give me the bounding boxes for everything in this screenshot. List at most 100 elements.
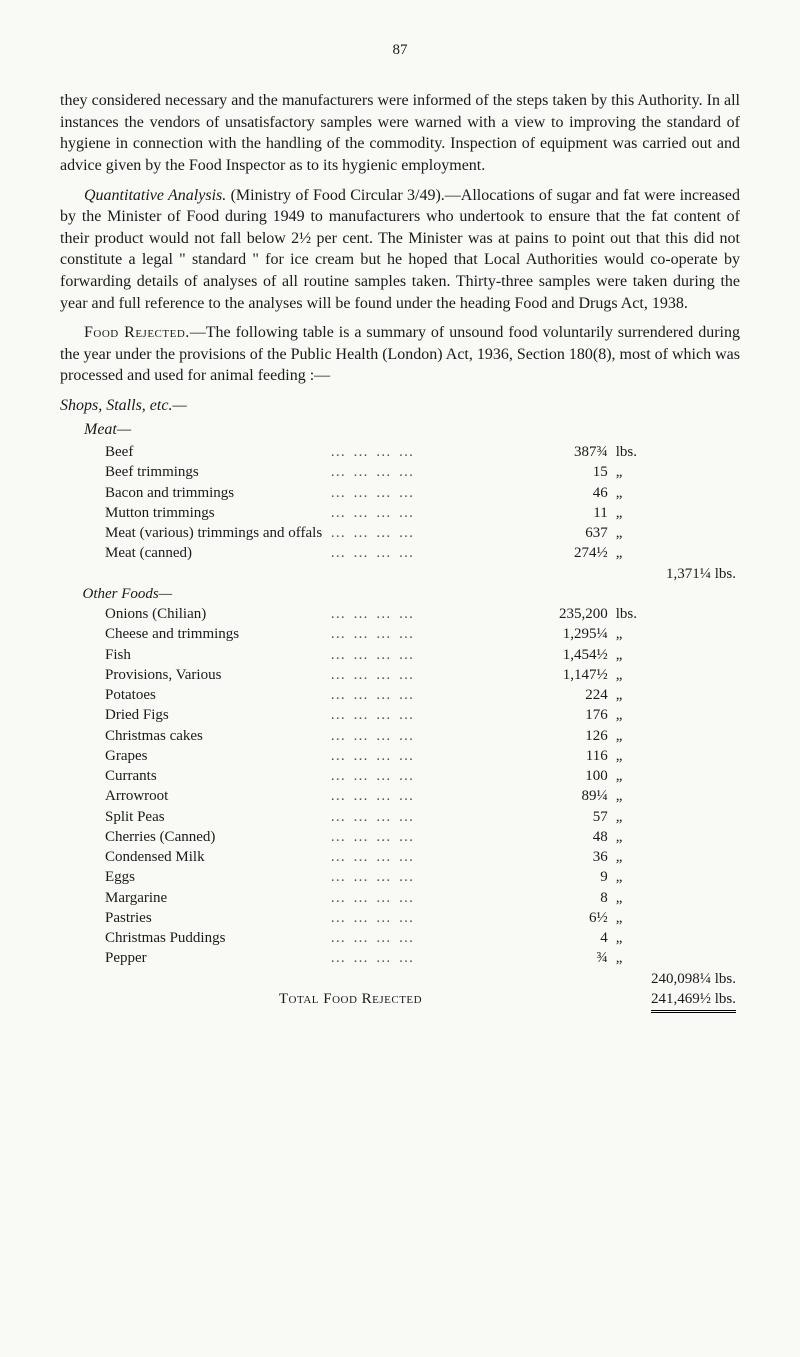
table-row: Christmas Puddings… … … …4„	[60, 928, 740, 948]
item-qty: 46	[555, 483, 612, 503]
leader-dots: … … … …	[326, 604, 555, 624]
item-name: Currants	[60, 766, 326, 786]
item-name: Dried Figs	[60, 705, 326, 725]
item-qty: 637	[555, 523, 612, 543]
leader-dots: … … … …	[326, 442, 555, 462]
item-qty: 116	[555, 746, 612, 766]
item-unit: „	[612, 807, 641, 827]
item-unit: „	[612, 624, 641, 644]
leader-dots: … … … …	[326, 503, 555, 523]
item-unit: „	[612, 827, 641, 847]
item-name: Beef	[60, 442, 326, 462]
meat-subtotal-row: 1,371¼ lbs.	[60, 564, 740, 584]
table-row: Dried Figs… … … …176„	[60, 705, 740, 725]
item-qty: 89¼	[555, 786, 612, 806]
item-qty: 126	[555, 726, 612, 746]
item-unit: „	[612, 503, 641, 523]
table-row: Potatoes… … … …224„	[60, 685, 740, 705]
item-unit: „	[612, 645, 641, 665]
item-name: Bacon and trimmings	[60, 483, 326, 503]
leader-dots: … … … …	[326, 948, 555, 968]
leader-dots: … … … …	[326, 888, 555, 908]
item-name: Beef trimmings	[60, 462, 326, 482]
leader-dots: … … … …	[326, 746, 555, 766]
item-unit: „	[612, 867, 641, 887]
table-row: Currants… … … …100„	[60, 766, 740, 786]
item-unit: „	[612, 746, 641, 766]
leader-dots: … … … …	[326, 543, 555, 563]
item-qty: 11	[555, 503, 612, 523]
item-unit: „	[612, 888, 641, 908]
item-qty: 274½	[555, 543, 612, 563]
item-unit: „	[612, 462, 641, 482]
quantitative-analysis-head: Quantitative Analysis.	[84, 187, 226, 204]
total-label: Total Food Rejected	[60, 989, 641, 1013]
meat-subtotal: 1,371¼ lbs.	[641, 564, 740, 584]
item-unit: „	[612, 847, 641, 867]
item-name: Margarine	[60, 888, 326, 908]
table-row: Christmas cakes… … … …126„	[60, 726, 740, 746]
table-row: Cherries (Canned)… … … …48„	[60, 827, 740, 847]
table-row: Bacon and trimmings… … … …46„	[60, 483, 740, 503]
other-subtotal-row: 240,098¼ lbs.	[60, 969, 740, 989]
item-name: Pastries	[60, 908, 326, 928]
item-unit: „	[612, 766, 641, 786]
item-unit: „	[612, 928, 641, 948]
table-row: Margarine… … … …8„	[60, 888, 740, 908]
item-name: Onions (Chilian)	[60, 604, 326, 624]
item-qty: 8	[555, 888, 612, 908]
item-qty: 235,200	[555, 604, 612, 624]
food-rejected-table: Beef… … … …387¾lbs.Beef trimmings… … … ……	[60, 442, 740, 1013]
total-row: Total Food Rejected 241,469½ lbs.	[60, 989, 740, 1013]
leader-dots: … … … …	[326, 726, 555, 746]
paragraph-2-body: (Ministry of Food Circular 3/49).—Alloca…	[60, 187, 740, 312]
leader-dots: … … … …	[326, 928, 555, 948]
item-unit: „	[612, 483, 641, 503]
item-unit: „	[612, 665, 641, 685]
table-row: Cheese and trimmings… … … …1,295¼„	[60, 624, 740, 644]
item-name: Mutton trimmings	[60, 503, 326, 523]
item-name: Condensed Milk	[60, 847, 326, 867]
item-qty: 6½	[555, 908, 612, 928]
item-name: Cheese and trimmings	[60, 624, 326, 644]
item-name: Meat (various) trimmings and offals	[60, 523, 326, 543]
paragraph-2: Quantitative Analysis. (Ministry of Food…	[60, 185, 740, 315]
item-name: Cherries (Canned)	[60, 827, 326, 847]
item-qty: 36	[555, 847, 612, 867]
page-number: 87	[60, 40, 740, 60]
table-row: Mutton trimmings… … … …11„	[60, 503, 740, 523]
table-row: Beef trimmings… … … …15„	[60, 462, 740, 482]
item-qty: 176	[555, 705, 612, 725]
item-qty: 9	[555, 867, 612, 887]
item-qty: 15	[555, 462, 612, 482]
table-row: Provisions, Various… … … …1,147½„	[60, 665, 740, 685]
total-value: 241,469½ lbs.	[651, 989, 736, 1013]
table-row: Meat (canned)… … … …274½„	[60, 543, 740, 563]
item-unit: „	[612, 726, 641, 746]
food-rejected-head: Food Rejected.	[84, 324, 190, 341]
leader-dots: … … … …	[326, 908, 555, 928]
leader-dots: … … … …	[326, 705, 555, 725]
other-foods-head: Other Foods—	[60, 584, 740, 604]
table-row: Onions (Chilian)… … … …235,200lbs.	[60, 604, 740, 624]
table-row: Condensed Milk… … … …36„	[60, 847, 740, 867]
table-row: Meat (various) trimmings and offals… … ……	[60, 523, 740, 543]
leader-dots: … … … …	[326, 867, 555, 887]
table-row: Pastries… … … …6½„	[60, 908, 740, 928]
item-name: Christmas Puddings	[60, 928, 326, 948]
item-name: Arrowroot	[60, 786, 326, 806]
leader-dots: … … … …	[326, 523, 555, 543]
item-name: Pepper	[60, 948, 326, 968]
table-row: Split Peas… … … …57„	[60, 807, 740, 827]
item-unit: „	[612, 948, 641, 968]
paragraph-1: they considered necessary and the manufa…	[60, 90, 740, 176]
item-unit: „	[612, 705, 641, 725]
meat-head: Meat—	[84, 419, 740, 441]
leader-dots: … … … …	[326, 624, 555, 644]
item-name: Potatoes	[60, 685, 326, 705]
item-name: Meat (canned)	[60, 543, 326, 563]
item-qty: 1,454½	[555, 645, 612, 665]
shops-stalls-head: Shops, Stalls, etc.—	[60, 395, 740, 417]
item-qty: 4	[555, 928, 612, 948]
item-qty: 387¾	[555, 442, 612, 462]
